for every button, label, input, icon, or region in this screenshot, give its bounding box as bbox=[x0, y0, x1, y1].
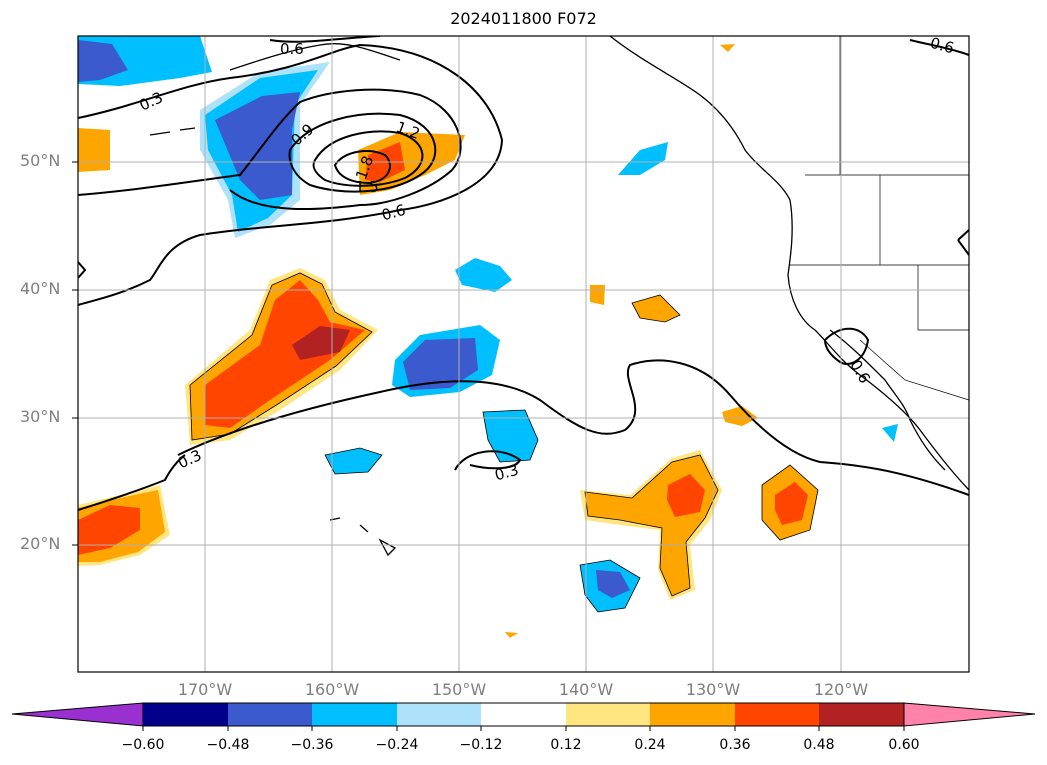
lon-label: 130°W bbox=[685, 680, 741, 699]
lat-label: 20°N bbox=[20, 534, 61, 553]
colorbar-bin bbox=[143, 703, 228, 726]
north-america-coast bbox=[609, 36, 969, 491]
contour-0.6-north bbox=[269, 36, 381, 43]
colorbar-tick-label: −0.12 bbox=[459, 737, 503, 753]
map-area: 0.6 0.3 0.9 1.2 1.8 1.5 0.6 0.3 0.3 0.6 … bbox=[78, 34, 969, 672]
graticule bbox=[78, 36, 969, 672]
colorbar-bin bbox=[566, 703, 650, 726]
colorbar bbox=[11, 702, 1036, 731]
colorbar-bin bbox=[819, 703, 904, 726]
contour-0.6-ne bbox=[909, 39, 969, 56]
contour-0.3-loop bbox=[454, 450, 522, 471]
colorbar-bin bbox=[397, 703, 481, 726]
lat-label: 40°N bbox=[20, 279, 61, 298]
colorbar-bin bbox=[312, 703, 397, 726]
colorbar-bin bbox=[228, 703, 312, 726]
shaded-anomalies bbox=[78, 36, 898, 638]
contour-0.3 bbox=[78, 43, 504, 306]
contour-edge-east bbox=[957, 229, 969, 256]
shading-outlines bbox=[189, 272, 819, 613]
colorbar-extend-min bbox=[11, 702, 144, 727]
baja-gulf-coast bbox=[829, 329, 946, 471]
contour-0.9 bbox=[288, 112, 437, 193]
map-border bbox=[77, 35, 970, 673]
lat-label: 30°N bbox=[20, 407, 61, 426]
lon-label: 140°W bbox=[558, 680, 614, 699]
lon-label: 170°W bbox=[177, 680, 233, 699]
colorbar-extend-max bbox=[903, 702, 1036, 727]
contour-1.5 bbox=[333, 150, 391, 185]
colorbar-tick-label: 0.36 bbox=[719, 737, 751, 753]
alaska-peninsula bbox=[229, 43, 401, 71]
colorbar-bin bbox=[650, 703, 735, 726]
colorbar-tick-label: −0.36 bbox=[290, 737, 334, 753]
contour-label: 0.3 bbox=[175, 446, 204, 472]
contour-label: 0.6 bbox=[280, 40, 304, 58]
contour-edge bbox=[78, 261, 87, 279]
contour-1.2 bbox=[312, 130, 424, 187]
contour-0.6-baja bbox=[823, 327, 870, 365]
contour-label: 0.3 bbox=[493, 461, 521, 485]
map-title: 2024011800 F072 bbox=[450, 9, 597, 28]
contour-label: 0.6 bbox=[928, 34, 956, 58]
borders bbox=[790, 36, 969, 401]
colorbar-tick-label: 0.60 bbox=[888, 737, 920, 753]
colorbar-bin bbox=[481, 703, 566, 726]
contour-label: 1.5 bbox=[355, 178, 379, 196]
lon-label: 150°W bbox=[431, 680, 487, 699]
colorbar-tick-label: −0.60 bbox=[121, 737, 165, 753]
colorbar-tick-label: 0.24 bbox=[634, 737, 666, 753]
lat-ticks bbox=[72, 161, 78, 546]
colorbar-tick-label: 0.48 bbox=[803, 737, 835, 753]
contour-0.6 bbox=[78, 88, 462, 211]
contour-label: 0.6 bbox=[380, 201, 408, 225]
aleutian-islands bbox=[149, 127, 196, 136]
contour-0.3-sw bbox=[78, 454, 186, 511]
contour-label: 0.3 bbox=[137, 88, 166, 114]
colorbar-tick-label: −0.48 bbox=[206, 737, 250, 753]
colorbar-bin bbox=[735, 703, 819, 726]
lat-label: 50°N bbox=[20, 151, 61, 170]
hawaii-islands bbox=[329, 517, 397, 557]
contour-lines bbox=[78, 36, 969, 511]
colorbar-tick-label: −0.24 bbox=[375, 737, 419, 753]
lon-label: 120°W bbox=[813, 680, 869, 699]
colorbar-tick-label: 0.12 bbox=[550, 737, 582, 753]
coastlines bbox=[149, 36, 969, 557]
contour-0.3-south bbox=[177, 359, 969, 496]
strong-negative-core bbox=[78, 40, 128, 82]
lon-label: 160°W bbox=[304, 680, 360, 699]
